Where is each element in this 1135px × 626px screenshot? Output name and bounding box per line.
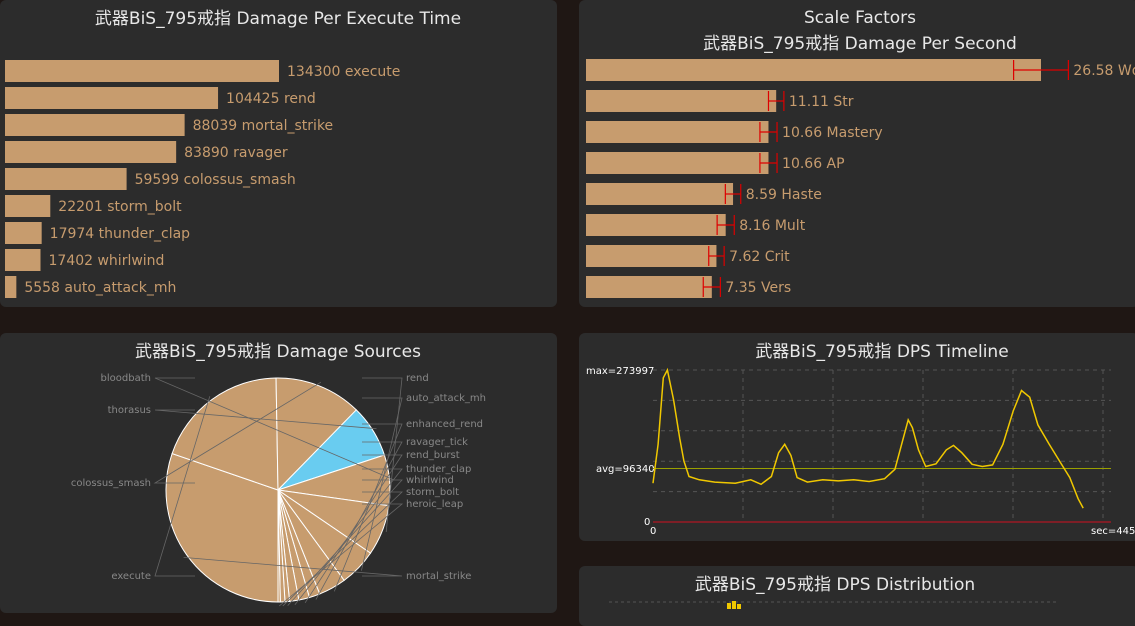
execute-time-bar xyxy=(5,87,219,109)
pie-slice-mortal-strike xyxy=(165,452,279,603)
execute-time-value-label: 5558 auto_attack_mh xyxy=(24,280,176,296)
scale-factor-bar xyxy=(586,245,717,267)
pie-leader-line xyxy=(154,377,394,481)
pie-leader-line xyxy=(362,377,403,532)
scale-factor-bar xyxy=(586,183,734,205)
pie-leader-line xyxy=(278,503,404,607)
scale-factors-panel: Scale Factors 武器BiS_795戒指 Damage Per Sec… xyxy=(579,0,1135,307)
execute-time-bar xyxy=(5,222,42,244)
damage-sources-panel: 武器BiS_795戒指 Damage Sources mortal_strike… xyxy=(0,333,557,613)
pie-label: colossus_smash xyxy=(71,478,151,489)
dps-distribution-title: 武器BiS_795戒指 DPS Distribution xyxy=(695,575,975,595)
pie-label: heroic_leap xyxy=(406,499,463,510)
execute-time-value-label: 83890 ravager xyxy=(184,145,288,161)
timeline-x-start-label: 0 xyxy=(650,526,656,537)
execute-time-value-label: 17974 thunder_clap xyxy=(50,226,191,242)
scale-factor-value-label: 7.35 Vers xyxy=(725,280,791,296)
pie-leader-line xyxy=(154,409,377,430)
execute-time-value-label: 134300 execute xyxy=(287,64,400,80)
dps-timeline-title: 武器BiS_795戒指 DPS Timeline xyxy=(755,342,1008,362)
timeline-x-end-label: sec=445 xyxy=(1091,526,1135,537)
dps-distribution-panel: 武器BiS_795戒指 DPS Distribution xyxy=(579,566,1135,626)
pie-label: rend_burst xyxy=(406,450,460,461)
scale-factors-title: Scale Factors xyxy=(804,8,916,28)
dps-distribution-chart: 武器BiS_795戒指 DPS Distribution xyxy=(609,575,1059,609)
scale-factor-value-label: 11.11 Str xyxy=(789,94,854,110)
pie-label: enhanced_rend xyxy=(406,419,483,430)
pie-label: mortal_strike xyxy=(406,571,471,582)
execute-time-value-label: 17402 whirlwind xyxy=(49,253,165,269)
execute-time-bar xyxy=(5,276,17,298)
scale-factor-bar xyxy=(586,276,712,298)
scale-factors-chart: Scale Factors 武器BiS_795戒指 Damage Per Sec… xyxy=(586,8,1135,298)
distribution-bar xyxy=(732,601,736,609)
scale-factor-bar xyxy=(586,59,1041,81)
pie-leader-line xyxy=(294,468,403,606)
distribution-bar xyxy=(737,604,741,609)
scale-factor-value-label: 10.66 AP xyxy=(782,156,845,172)
pie-label: thunder_clap xyxy=(406,464,471,475)
pie-leader-line xyxy=(282,491,403,607)
scale-factor-value-label: 26.58 Wdps xyxy=(1073,63,1135,79)
damage-sources-title: 武器BiS_795戒指 Damage Sources xyxy=(135,342,421,362)
timeline-max-label: max=273997 xyxy=(586,366,654,377)
dps-timeline-chart: 武器BiS_795戒指 DPS Timeline max=273997 avg=… xyxy=(586,342,1135,537)
execute-time-bar xyxy=(5,195,51,217)
pie-slice-colossus-smash xyxy=(275,377,358,492)
scale-factor-value-label: 10.66 Mastery xyxy=(782,125,883,141)
pie-label: ravager_tick xyxy=(406,437,468,448)
timeline-grid xyxy=(653,369,1111,523)
execute-time-value-label: 104425 rend xyxy=(226,91,316,107)
pie-labels: mortal_strike execute colossus_smash thoras… xyxy=(71,373,486,607)
execute-time-bar xyxy=(5,114,185,136)
execute-time-value-label: 22201 storm_bolt xyxy=(58,199,182,215)
pie-leader-line xyxy=(154,396,211,577)
execute-time-value-label: 59599 colossus_smash xyxy=(135,172,296,188)
scale-factor-bar xyxy=(586,214,726,236)
scale-factors-subtitle: 武器BiS_795戒指 Damage Per Second xyxy=(703,34,1017,54)
damage-sources-chart: 武器BiS_795戒指 Damage Sources mortal_strike… xyxy=(71,342,486,607)
scale-factor-value-label: 7.62 Crit xyxy=(729,249,790,265)
execute-time-panel: 武器BiS_795戒指 Damage Per Execute Time 1343… xyxy=(0,0,557,307)
pie-label: auto_attack_mh xyxy=(406,393,486,404)
pie-label: execute xyxy=(111,571,151,582)
scale-factor-value-label: 8.59 Haste xyxy=(746,187,822,203)
scale-factor-bar xyxy=(586,121,769,143)
pie-slice-heroic-leap xyxy=(277,489,281,603)
execute-time-title: 武器BiS_795戒指 Damage Per Execute Time xyxy=(95,9,461,29)
pie-slice-execute xyxy=(171,377,279,491)
pie-label: bloodbath xyxy=(101,373,151,384)
execute-time-chart: 武器BiS_795戒指 Damage Per Execute Time 1343… xyxy=(5,9,461,298)
timeline-dps-line xyxy=(652,367,1084,509)
execute-time-bar xyxy=(5,249,41,271)
execute-time-bar xyxy=(5,60,279,82)
pie-leader-line xyxy=(361,397,403,571)
scale-factor-bar xyxy=(586,90,777,112)
pie-label: rend xyxy=(406,373,429,384)
pie-label: whirlwind xyxy=(406,475,454,486)
pie-leader-line xyxy=(287,479,403,606)
scale-factor-value-label: 8.16 Mult xyxy=(739,218,805,234)
pie-slices xyxy=(165,377,391,603)
execute-time-bar xyxy=(5,141,177,163)
pie-leader-line xyxy=(153,381,322,484)
timeline-avg-label: avg=96340 xyxy=(596,464,655,475)
pie-label: thorasus xyxy=(108,405,151,416)
pie-leader-line xyxy=(183,557,403,577)
pie-label: storm_bolt xyxy=(406,487,459,498)
distribution-bar xyxy=(727,603,731,609)
timeline-zero-label: 0 xyxy=(644,517,650,528)
scale-factor-bar xyxy=(586,152,769,174)
execute-time-value-label: 88039 mortal_strike xyxy=(193,118,334,134)
execute-time-bar xyxy=(5,168,127,190)
dps-timeline-panel: 武器BiS_795戒指 DPS Timeline max=273997 avg=… xyxy=(579,333,1135,541)
